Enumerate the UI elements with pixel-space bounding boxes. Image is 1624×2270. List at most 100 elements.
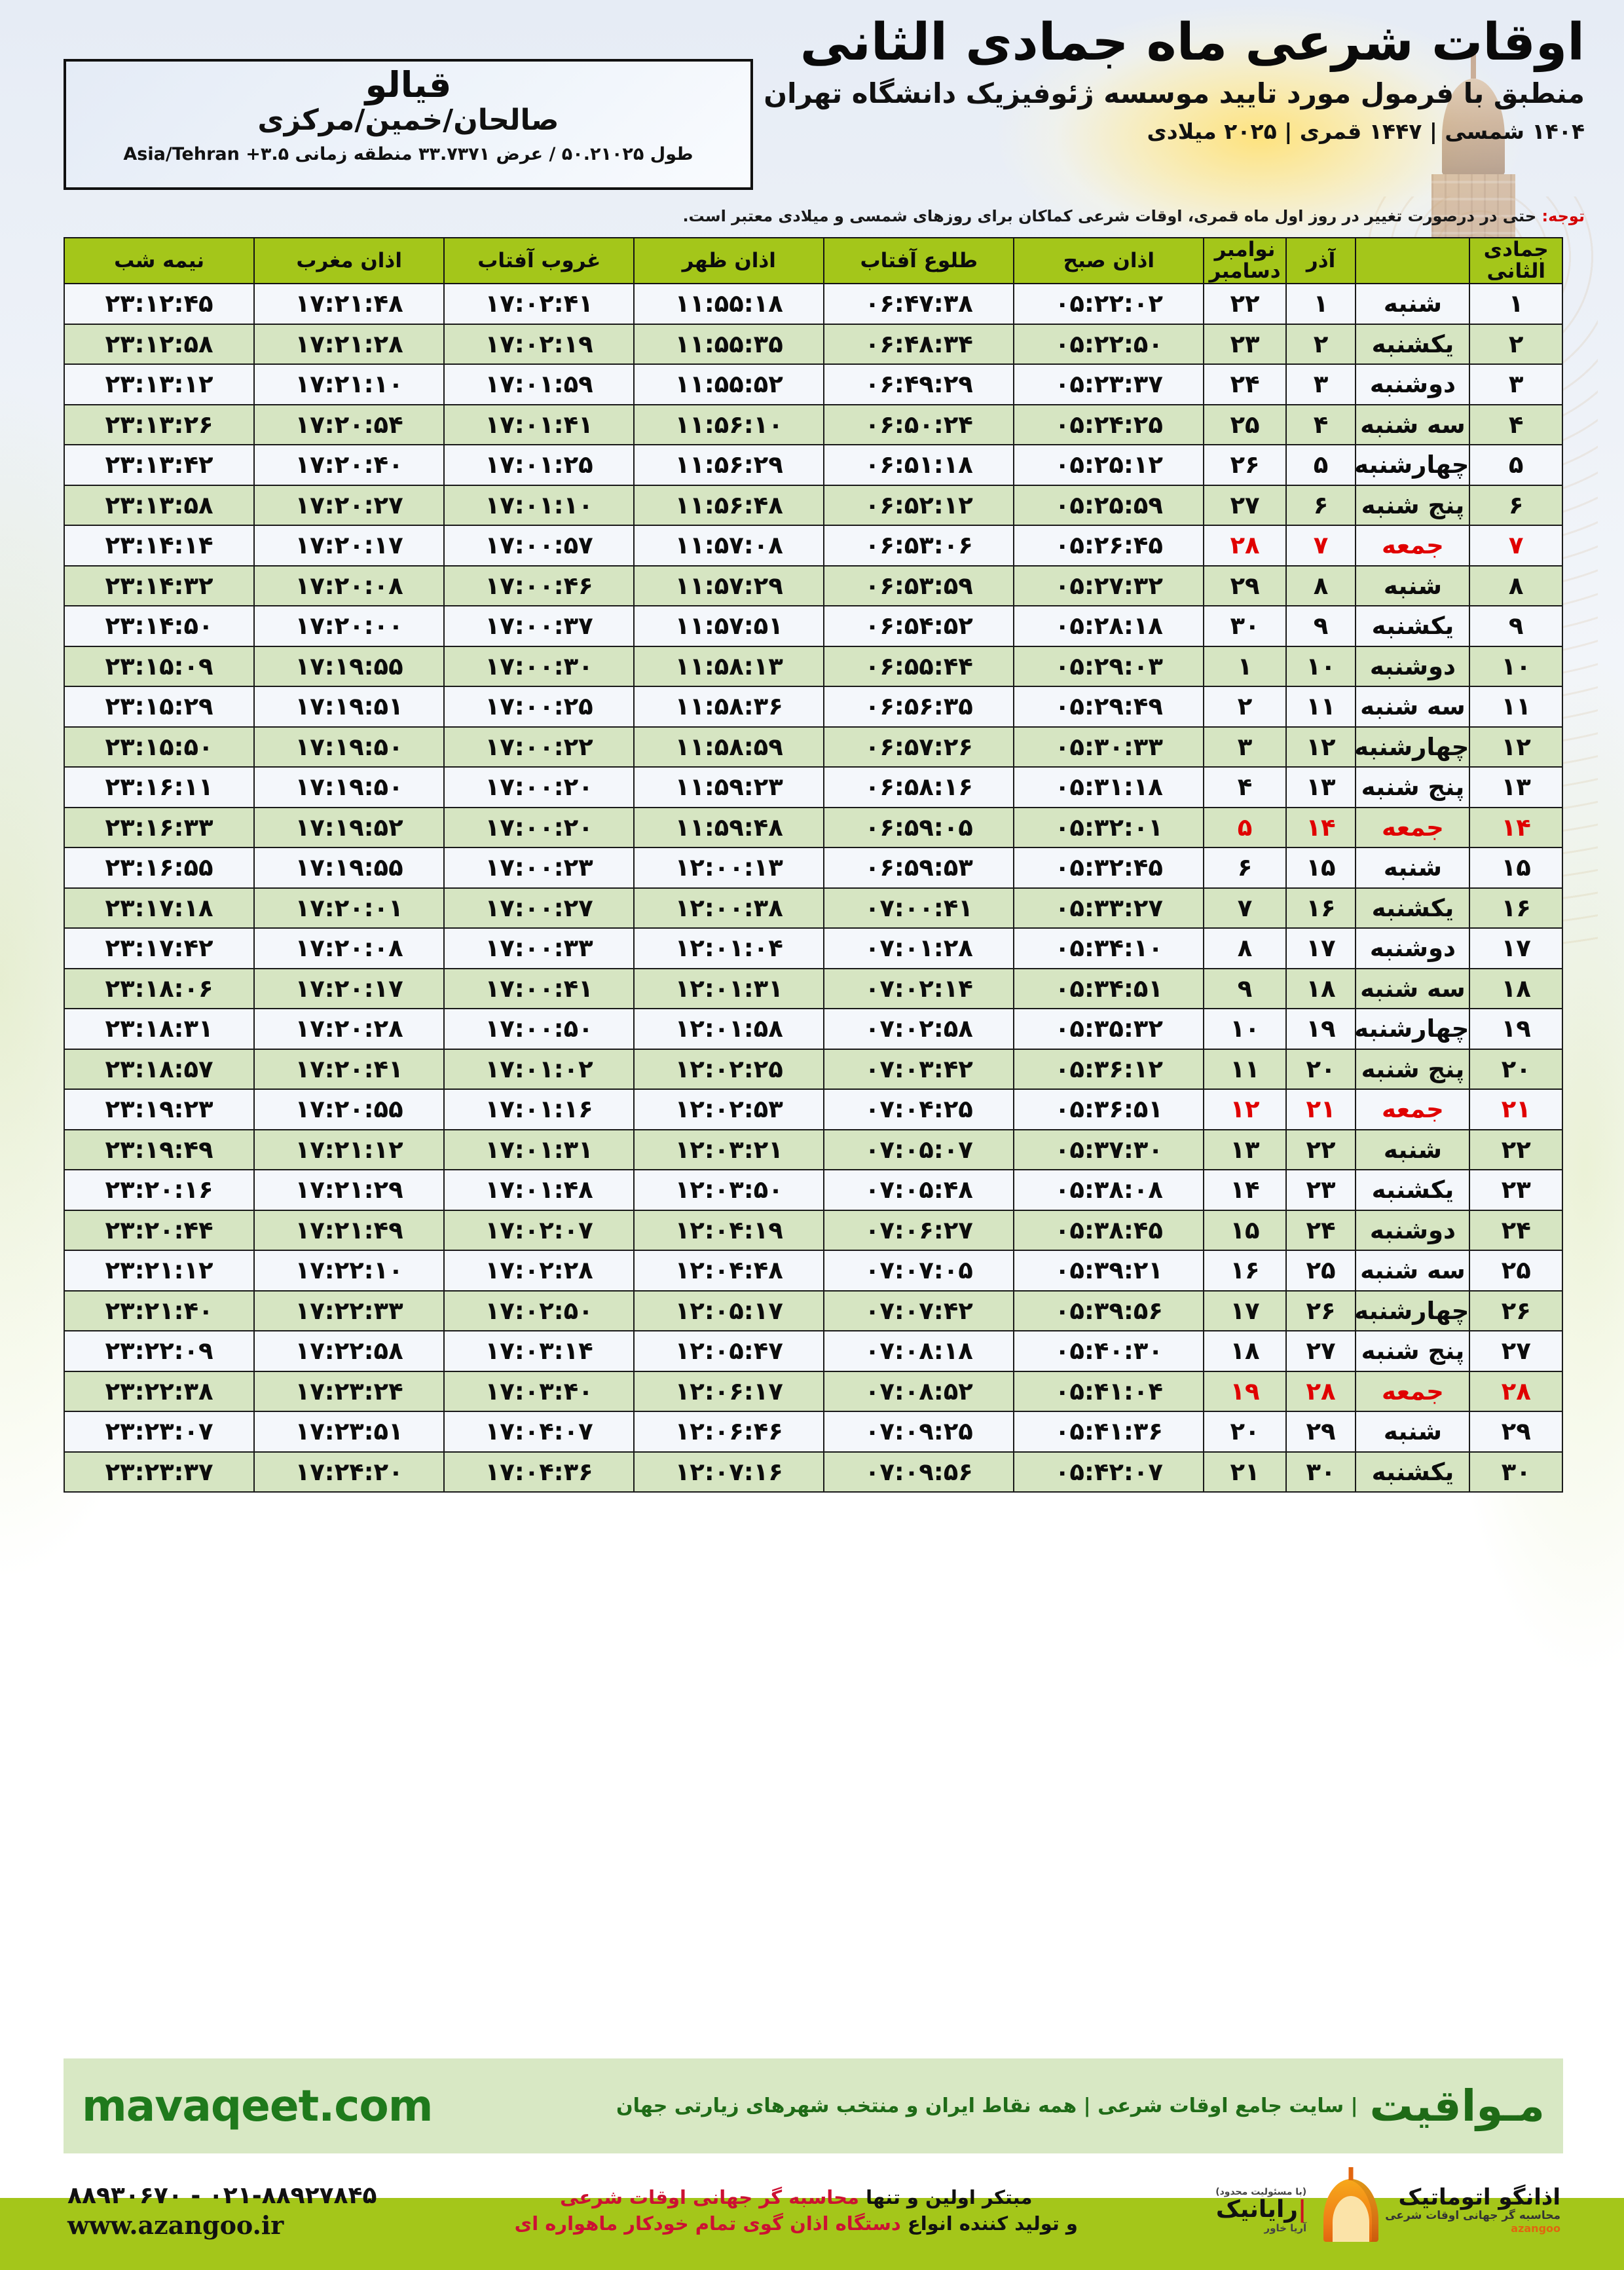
col-header-sunset: غروب آفتاب xyxy=(443,237,635,284)
cell-midnight: ۲۳:۱۵:۰۹ xyxy=(63,645,255,687)
cell-fajr: ۰۵:۲۲:۵۰ xyxy=(1013,323,1205,365)
cell-hijri: ۳۰ xyxy=(1469,1451,1563,1493)
cell-weekday: سه شنبه xyxy=(1355,403,1471,445)
cell-dhuhr: ۱۲:۰۵:۴۷ xyxy=(633,1330,825,1372)
cell-hijri: ۱۲ xyxy=(1469,726,1563,768)
advert-line2-highlight: دستگاه اذان گوی تمام خودکار ماهواره ای xyxy=(514,2212,901,2235)
table-row: ۲۱ جمعه ۲۱ ۱۲ ۰۵:۳۶:۵۱ ۰۷:۰۴:۲۵ ۱۲:۰۲:۵۳ ۱۷:۰۱:… xyxy=(63,1088,1563,1130)
cell-maghrib: ۱۷:۱۹:۵۱ xyxy=(253,686,445,728)
cell-solar: ۲۱ xyxy=(1285,1088,1357,1130)
cell-solar: ۱۱ xyxy=(1285,686,1357,728)
cell-sunset: ۱۷:۰۱:۱۶ xyxy=(443,1088,635,1130)
footer-banner: مـواقیت | سایت جامع اوقات شرعی | همه نقا… xyxy=(64,2058,1563,2153)
cell-sunset: ۱۷:۰۲:۵۰ xyxy=(443,1290,635,1331)
cell-maghrib: ۱۷:۱۹:۵۰ xyxy=(253,766,445,808)
cell-weekday: یکشنبه xyxy=(1355,605,1471,647)
cell-fajr: ۰۵:۲۴:۲۵ xyxy=(1013,403,1205,445)
cell-midnight: ۲۳:۱۹:۲۳ xyxy=(63,1088,255,1130)
cell-maghrib: ۱۷:۲۰:۱۷ xyxy=(253,525,445,567)
col-header-midnight: نیمه شب xyxy=(63,237,255,284)
cell-solar: ۲ xyxy=(1285,323,1357,365)
table-row: ۹ یکشنبه ۹ ۳۰ ۰۵:۲۸:۱۸ ۰۶:۵۴:۵۲ ۱۱:۵۷:۵۱ ۱۷:۰۰:… xyxy=(63,605,1563,647)
cell-greg: ۹ xyxy=(1203,967,1287,1009)
cell-dhuhr: ۱۲:۰۶:۱۷ xyxy=(633,1370,825,1412)
page-header: قیالو صالحان/خمین/مرکزی طول ۵۰.۲۱۰۲۵ / ع… xyxy=(0,0,1624,225)
azangoo-mark-icon xyxy=(1323,2179,1379,2242)
phone-number: ۰۲۱-۸۸۹۲۷۸۴۵ - ۸۸۹۳۰۶۷۰ xyxy=(67,2182,377,2209)
azangoo-website[interactable]: www.azangoo.ir xyxy=(67,2210,284,2240)
cell-greg: ۲۱ xyxy=(1203,1451,1287,1493)
cell-greg: ۲۷ xyxy=(1203,484,1287,526)
note-text: حتی در درصورت تغییر در روز اول ماه قمری،… xyxy=(682,207,1537,225)
advert-line2-prefix: و تولید کننده انواع xyxy=(907,2212,1078,2235)
cell-solar: ۳۰ xyxy=(1285,1451,1357,1493)
table-row: ۳۰ یکشنبه ۳۰ ۲۱ ۰۵:۴۲:۰۷ ۰۷:۰۹:۵۶ ۱۲:۰۷:۱۶ ۱۷:۰… xyxy=(63,1451,1563,1493)
cell-fajr: ۰۵:۲۵:۵۹ xyxy=(1013,484,1205,526)
cell-fajr: ۰۵:۳۲:۴۵ xyxy=(1013,847,1205,889)
cell-sunrise: ۰۶:۴۹:۲۹ xyxy=(823,363,1015,405)
table-row: ۲ یکشنبه ۲ ۲۳ ۰۵:۲۲:۵۰ ۰۶:۴۸:۳۴ ۱۱:۵۵:۳۵ ۱۷:۰۲:… xyxy=(63,323,1563,365)
cell-sunrise: ۰۷:۰۵:۴۸ xyxy=(823,1169,1015,1211)
cell-hijri: ۲۸ xyxy=(1469,1370,1563,1412)
cell-dhuhr: ۱۱:۵۸:۳۶ xyxy=(633,686,825,728)
cell-hijri: ۲۵ xyxy=(1469,1250,1563,1292)
table-row: ۲۷ پنج شنبه ۲۷ ۱۸ ۰۵:۴۰:۳۰ ۰۷:۰۸:۱۸ ۱۲:۰۵:۴۷ ۱۷… xyxy=(63,1330,1563,1372)
cell-midnight: ۲۳:۲۰:۱۶ xyxy=(63,1169,255,1211)
cell-midnight: ۲۳:۱۴:۳۲ xyxy=(63,565,255,606)
table-row: ۱۷ دوشنبه ۱۷ ۸ ۰۵:۳۴:۱۰ ۰۷:۰۱:۲۸ ۱۲:۰۱:۰۴ ۱۷:۰۰… xyxy=(63,927,1563,969)
cell-dhuhr: ۱۲:۰۴:۱۹ xyxy=(633,1209,825,1251)
cell-maghrib: ۱۷:۲۰:۴۰ xyxy=(253,444,445,486)
cell-fajr: ۰۵:۳۹:۵۶ xyxy=(1013,1290,1205,1331)
cell-fajr: ۰۵:۳۸:۰۸ xyxy=(1013,1169,1205,1211)
rayanik-name: |رایانیک xyxy=(1215,2196,1307,2223)
col-header-solar: آذر xyxy=(1285,237,1357,284)
cell-solar: ۲۴ xyxy=(1285,1209,1357,1251)
cell-sunrise: ۰۶:۵۳:۰۶ xyxy=(823,525,1015,567)
cell-greg: ۲۵ xyxy=(1203,403,1287,445)
cell-sunrise: ۰۶:۴۸:۳۴ xyxy=(823,323,1015,365)
cell-sunset: ۱۷:۰۰:۲۰ xyxy=(443,766,635,808)
cell-weekday: دوشنبه xyxy=(1355,927,1471,969)
cell-solar: ۱۹ xyxy=(1285,1008,1357,1050)
table-row: ۷ جمعه ۷ ۲۸ ۰۵:۲۶:۴۵ ۰۶:۵۳:۰۶ ۱۱:۵۷:۰۸ ۱۷:۰۰:۵۷… xyxy=(63,525,1563,567)
cell-dhuhr: ۱۲:۰۱:۵۸ xyxy=(633,1008,825,1050)
mavaqeet-domain[interactable]: mavaqeet.com xyxy=(82,2081,433,2131)
cell-solar: ۱۵ xyxy=(1285,847,1357,889)
cell-weekday: یکشنبه xyxy=(1355,1169,1471,1211)
cell-solar: ۲۳ xyxy=(1285,1169,1357,1211)
cell-dhuhr: ۱۲:۰۲:۲۵ xyxy=(633,1048,825,1090)
cell-fajr: ۰۵:۳۳:۲۷ xyxy=(1013,887,1205,929)
cell-dhuhr: ۱۱:۵۸:۵۹ xyxy=(633,726,825,768)
cell-sunset: ۱۷:۰۰:۲۲ xyxy=(443,726,635,768)
cell-sunrise: ۰۶:۵۲:۱۲ xyxy=(823,484,1015,526)
cell-midnight: ۲۳:۱۸:۰۶ xyxy=(63,967,255,1009)
cell-greg: ۱۴ xyxy=(1203,1169,1287,1211)
table-row: ۱۵ شنبه ۱۵ ۶ ۰۵:۳۲:۴۵ ۰۶:۵۹:۵۳ ۱۲:۰۰:۱۳ ۱۷:۰۰:۲… xyxy=(63,847,1563,889)
cell-weekday: سه شنبه xyxy=(1355,1250,1471,1292)
cell-greg: ۵ xyxy=(1203,806,1287,848)
cell-sunset: ۱۷:۰۰:۴۱ xyxy=(443,967,635,1009)
rayanik-logo: (با مسئولیت محدود) |رایانیک آریا خاور xyxy=(1215,2187,1306,2234)
cell-midnight: ۲۳:۱۷:۱۸ xyxy=(63,887,255,929)
cell-greg: ۱۷ xyxy=(1203,1290,1287,1331)
cell-maghrib: ۱۷:۲۲:۵۸ xyxy=(253,1330,445,1372)
cell-dhuhr: ۱۲:۰۶:۴۶ xyxy=(633,1411,825,1453)
cell-solar: ۱۸ xyxy=(1285,967,1357,1009)
cell-midnight: ۲۳:۲۳:۳۷ xyxy=(63,1451,255,1493)
table-row: ۸ شنبه ۸ ۲۹ ۰۵:۲۷:۳۲ ۰۶:۵۳:۵۹ ۱۱:۵۷:۲۹ ۱۷:۰۰:۴۶… xyxy=(63,565,1563,606)
cell-solar: ۸ xyxy=(1285,565,1357,606)
cell-weekday: شنبه xyxy=(1355,1128,1471,1170)
cell-greg: ۲۲ xyxy=(1203,283,1287,325)
cell-solar: ۲۸ xyxy=(1285,1370,1357,1412)
cell-dhuhr: ۱۱:۵۶:۱۰ xyxy=(633,403,825,445)
table-row: ۱۱ سه شنبه ۱۱ ۲ ۰۵:۲۹:۴۹ ۰۶:۵۶:۳۵ ۱۱:۵۸:۳۶ ۱۷:۰… xyxy=(63,686,1563,728)
cell-sunset: ۱۷:۰۲:۰۷ xyxy=(443,1209,635,1251)
table-row: ۲۰ پنج شنبه ۲۰ ۱۱ ۰۵:۳۶:۱۲ ۰۷:۰۳:۴۲ ۱۲:۰۲:۲۵ ۱۷… xyxy=(63,1048,1563,1090)
cell-hijri: ۵ xyxy=(1469,444,1563,486)
cell-greg: ۱۰ xyxy=(1203,1008,1287,1050)
cell-sunset: ۱۷:۰۱:۴۱ xyxy=(443,403,635,445)
col-header-sunrise: طلوع آفتاب xyxy=(823,237,1015,284)
cell-fajr: ۰۵:۴۱:۰۴ xyxy=(1013,1370,1205,1412)
cell-solar: ۱۲ xyxy=(1285,726,1357,768)
cell-dhuhr: ۱۱:۵۶:۴۸ xyxy=(633,484,825,526)
